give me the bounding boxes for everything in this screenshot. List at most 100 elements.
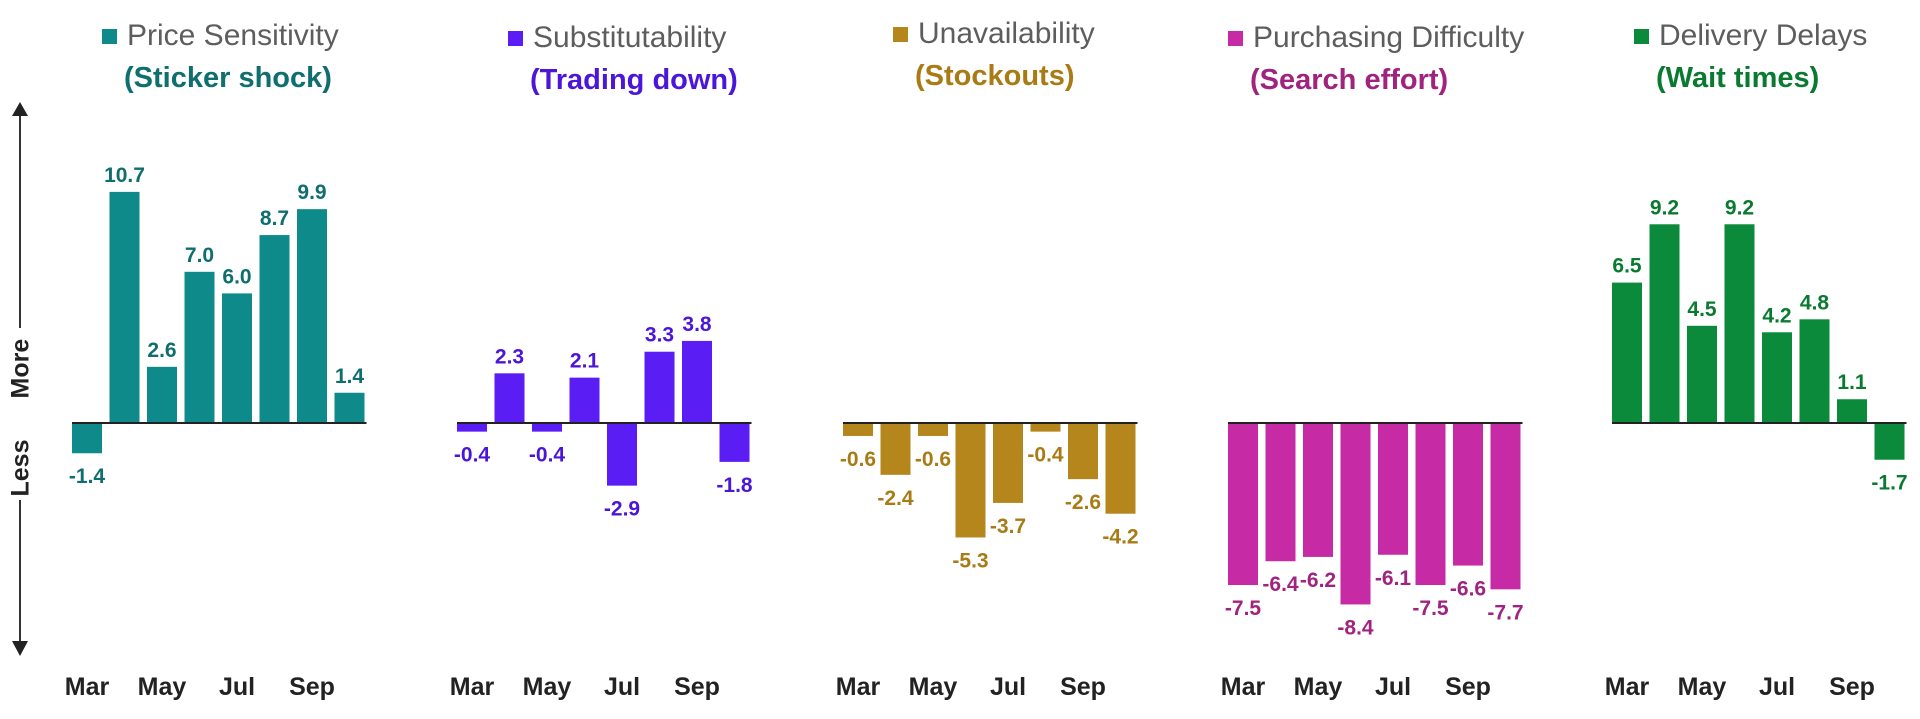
data-label: -3.7 [990, 515, 1026, 538]
chart-panel-2: -0.6-2.4-0.6 -5.3-3.7 -0.4 -2.6-4.2 Mar May Ju… [836, 422, 1139, 701]
x-tick-label: May [523, 673, 572, 701]
x-tick-label: May [1678, 673, 1727, 701]
bar [1649, 224, 1680, 423]
data-label: 7.0 [185, 244, 214, 267]
bar [1762, 332, 1792, 423]
legend-label: Delivery Delays [1659, 19, 1868, 52]
bar [1228, 423, 1258, 585]
data-label: 3.3 [645, 324, 674, 347]
bar [1340, 423, 1371, 605]
bar [1837, 399, 1867, 423]
data-label: -2.4 [877, 487, 914, 510]
chart-panel-4: 6.5 9.2 4.5 9.2 4.2 4.8 1.1 -1.7 Mar May Jul Sep [1605, 196, 1908, 701]
legend-label: Unavailability [918, 17, 1095, 50]
bar [682, 340, 712, 423]
data-label: 2.3 [495, 345, 524, 368]
bar [719, 423, 750, 462]
panel-subtitle: (Search effort) [1250, 64, 1449, 96]
x-tick-label: Jul [604, 673, 640, 701]
panel-subtitle: (Wait times) [1656, 62, 1820, 94]
data-label: 9.2 [1650, 196, 1679, 219]
data-label: -7.5 [1225, 597, 1262, 620]
data-label: 6.5 [1612, 255, 1642, 278]
data-label: 1.4 [335, 365, 365, 388]
data-label: -1.7 [1871, 472, 1907, 495]
bar [1303, 423, 1333, 557]
legend-label: Purchasing Difficulty [1253, 21, 1525, 54]
axis-arrow-icon [12, 102, 28, 656]
bar [1874, 423, 1905, 460]
bar [457, 423, 487, 432]
bar [334, 392, 365, 423]
panel-subtitle: (Stockouts) [915, 60, 1075, 92]
bar [880, 423, 911, 475]
bar [1378, 423, 1408, 555]
data-label: 6.0 [222, 265, 251, 288]
legend-swatch [1228, 30, 1243, 46]
x-tick-label: May [1294, 673, 1343, 701]
panel-title-purchasing-difficulty: Purchasing Difficulty (Search effort) [1228, 20, 1524, 100]
data-label: -8.4 [1337, 616, 1374, 639]
chart-panel-1: -0.4 2.3 -0.4 2.1 -2.9 3.3 3.8 -1.8 Mar May Jul Sep [450, 313, 753, 701]
x-tick-label: Sep [1445, 673, 1491, 701]
data-label: -0.6 [915, 448, 951, 471]
bar [993, 423, 1023, 503]
data-label: -0.4 [454, 444, 491, 467]
x-tick-label: Mar [450, 673, 495, 701]
x-tick-label: Sep [1829, 673, 1875, 701]
bar [644, 351, 675, 423]
legend-swatch [508, 30, 523, 46]
data-label: -6.1 [1375, 567, 1412, 590]
bar [1490, 423, 1521, 590]
bar [259, 235, 290, 423]
data-label: -5.3 [952, 549, 988, 572]
bar [1453, 423, 1483, 566]
bar [569, 377, 600, 423]
bar [494, 373, 525, 423]
bar [607, 423, 637, 486]
data-label: -2.9 [604, 498, 640, 521]
data-label: 9.9 [297, 181, 326, 204]
bar [918, 423, 948, 436]
bar [222, 293, 252, 423]
bar [955, 423, 986, 538]
bar [297, 209, 327, 423]
bar [1687, 325, 1717, 423]
panel-subtitle: (Sticker shock) [124, 62, 332, 94]
bar [1612, 282, 1642, 423]
x-tick-label: Jul [990, 673, 1026, 701]
bar [1105, 423, 1136, 514]
x-tick-label: Sep [1060, 673, 1106, 701]
data-label: -2.6 [1065, 491, 1101, 514]
data-label: 3.8 [682, 313, 712, 336]
panel-title-delivery-delays: Delivery Delays (Wait times) [1634, 18, 1867, 98]
data-label: -1.8 [716, 474, 753, 497]
bar [147, 366, 177, 423]
data-label: 2.1 [570, 350, 600, 373]
panel-title-unavailability: Unavailability (Stockouts) [893, 16, 1095, 96]
bar [1415, 423, 1446, 585]
data-label: -1.4 [69, 465, 106, 488]
data-label: -0.6 [840, 448, 876, 471]
bar [843, 423, 873, 436]
bar [1799, 319, 1830, 423]
panel-title-price-sensitivity: Price Sensitivity (Sticker shock) [102, 18, 339, 98]
data-label: 4.2 [1762, 304, 1791, 327]
data-label: -0.4 [529, 444, 566, 467]
data-label: 1.1 [1837, 371, 1867, 394]
bar [1068, 423, 1098, 480]
data-label: -6.2 [1300, 569, 1336, 592]
x-tick-label: Mar [65, 673, 110, 701]
data-label: -4.2 [1102, 526, 1138, 549]
legend-swatch [102, 28, 117, 44]
data-label: 9.2 [1725, 196, 1754, 219]
legend-swatch [1634, 28, 1649, 44]
data-label: 2.6 [147, 339, 176, 362]
more-less-axis: More Less [0, 100, 60, 660]
x-tick-label: Sep [289, 673, 335, 701]
x-tick-label: May [138, 673, 187, 701]
legend-swatch [893, 26, 908, 42]
